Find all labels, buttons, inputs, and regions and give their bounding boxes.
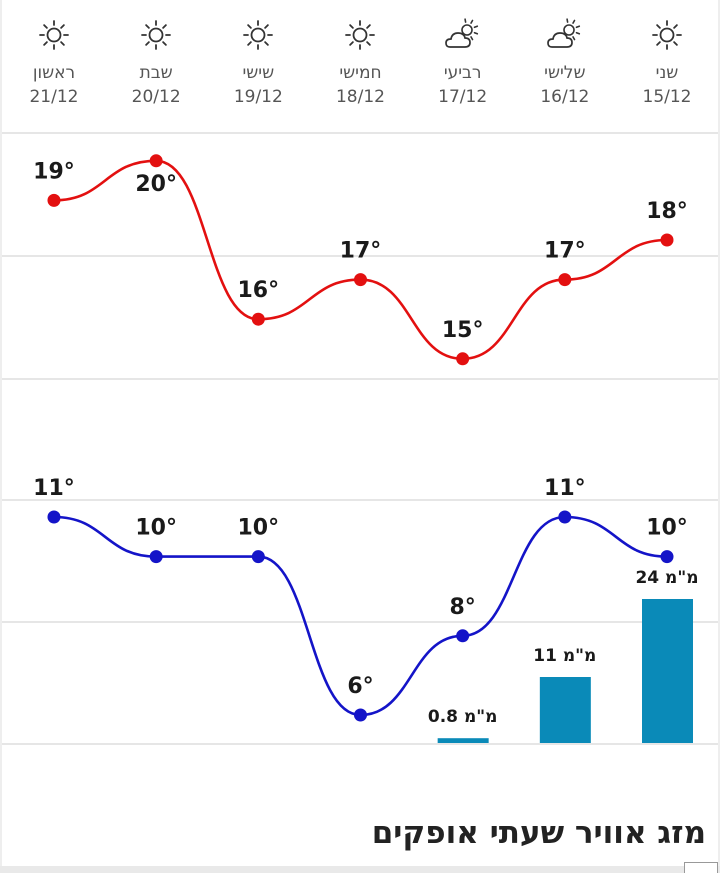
series-1-point-3 <box>353 708 367 722</box>
day-column-1: שלישי 16/12 <box>515 18 615 108</box>
corner-handle <box>684 862 718 873</box>
rain-bars <box>437 599 693 743</box>
series-0-point-2 <box>456 352 470 366</box>
day-date: 21/12 <box>29 87 79 107</box>
series-1-point-5 <box>149 550 163 564</box>
day-column-5: שבת 20/12 <box>106 18 206 108</box>
series-0-label-1: 17° <box>544 239 586 264</box>
series-1-point-6 <box>47 510 61 524</box>
day-name: חמישי <box>339 63 382 83</box>
day-name: שלישי <box>544 63 586 83</box>
rain-bar-0 <box>642 599 693 743</box>
rain-label-1: 11 מ"מ <box>533 646 596 666</box>
series-0-label-0: 18° <box>646 199 688 224</box>
series-0-point-0 <box>660 233 674 247</box>
rain-label-2: 0.8 מ"מ <box>428 707 498 727</box>
chart-grid <box>2 132 718 745</box>
series-0-label-5: 20° <box>135 172 177 197</box>
series-0-point-4 <box>251 312 265 326</box>
sun-icon <box>617 18 717 58</box>
day-column-0: שני 15/12 <box>617 18 717 108</box>
series-0-label-6: 19° <box>33 159 75 184</box>
day-name: רביעי <box>443 63 482 83</box>
day-name: שני <box>655 63 679 83</box>
series-1-label-4: 10° <box>238 516 280 541</box>
series-1-label-2: 8° <box>450 595 476 620</box>
rain-label-0: 24 מ"מ <box>635 568 698 588</box>
series-1-point-1 <box>558 510 572 524</box>
temperature-points <box>47 154 674 722</box>
day-date: 15/12 <box>642 87 692 107</box>
sun-icon <box>310 18 410 58</box>
series-0-point-1 <box>558 273 572 287</box>
series-0-label-2: 15° <box>442 318 484 343</box>
rain-bar-2 <box>437 738 489 743</box>
day-column-2: רביעי 17/12 <box>413 18 513 108</box>
rain-bar-1 <box>539 677 591 743</box>
day-name: ראשון <box>32 63 76 83</box>
day-date: 20/12 <box>131 87 181 107</box>
partly-cloudy-icon <box>413 18 513 58</box>
series-1-label-5: 10° <box>135 516 177 541</box>
chart-labels: 24 מ"מ 11 מ"מ 0.8 מ"מ 18° 17° 15° 17° 16° 20° 19°… <box>33 159 698 727</box>
partly-cloudy-icon <box>515 18 615 58</box>
series-1-label-6: 11° <box>33 476 75 501</box>
series-0-point-6 <box>47 193 61 207</box>
bottom-divider <box>0 866 720 873</box>
section-title: מזג אוויר שעתי אופקים <box>371 815 706 851</box>
day-date: 17/12 <box>438 87 488 107</box>
day-name: שישי <box>242 63 275 83</box>
right-edge <box>718 0 720 873</box>
day-column-6: ראשון 21/12 <box>4 18 104 108</box>
left-edge <box>0 0 2 873</box>
series-0-label-3: 17° <box>340 239 382 264</box>
day-date: 16/12 <box>540 87 590 107</box>
series-1-label-0: 10° <box>646 516 688 541</box>
series-1-point-0 <box>660 550 674 564</box>
series-1-label-3: 6° <box>347 674 373 699</box>
day-date: 18/12 <box>335 87 385 107</box>
sun-icon <box>208 18 308 58</box>
series-1-point-4 <box>251 550 265 564</box>
series-0-label-4: 16° <box>238 278 280 303</box>
sun-icon <box>4 18 104 58</box>
day-column-3: חמישי 18/12 <box>310 18 410 108</box>
day-date: 19/12 <box>233 87 283 107</box>
sun-icon <box>106 18 206 58</box>
series-0-point-3 <box>353 273 367 287</box>
series-0-point-5 <box>149 154 163 168</box>
series-1-point-2 <box>456 629 470 643</box>
day-column-4: שישי 19/12 <box>208 18 308 108</box>
day-name: שבת <box>139 63 173 83</box>
series-1-label-1: 11° <box>544 476 586 501</box>
